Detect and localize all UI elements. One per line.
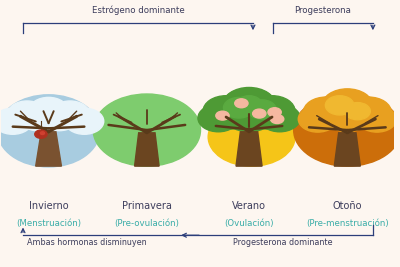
- Circle shape: [198, 104, 239, 132]
- Circle shape: [268, 108, 281, 117]
- Circle shape: [29, 97, 68, 123]
- Circle shape: [35, 130, 47, 138]
- Circle shape: [235, 99, 248, 108]
- Polygon shape: [334, 133, 360, 166]
- Text: Progesterona: Progesterona: [294, 6, 351, 15]
- Circle shape: [18, 105, 57, 131]
- Circle shape: [327, 104, 368, 132]
- Circle shape: [51, 101, 90, 127]
- Ellipse shape: [0, 95, 100, 167]
- Circle shape: [236, 93, 282, 124]
- Circle shape: [345, 103, 370, 120]
- Circle shape: [323, 96, 372, 129]
- Text: Ambas hormonas disminuyen: Ambas hormonas disminuyen: [27, 238, 146, 247]
- Circle shape: [259, 104, 300, 132]
- Circle shape: [216, 93, 262, 124]
- Circle shape: [210, 100, 253, 129]
- Circle shape: [248, 100, 276, 119]
- Circle shape: [337, 96, 378, 123]
- Circle shape: [203, 96, 249, 127]
- Polygon shape: [134, 133, 159, 166]
- Circle shape: [346, 97, 391, 127]
- Circle shape: [317, 96, 358, 123]
- Text: Verano: Verano: [232, 201, 266, 211]
- Circle shape: [65, 108, 104, 134]
- Text: Progesterona dominante: Progesterona dominante: [233, 238, 333, 247]
- Circle shape: [298, 106, 337, 132]
- Circle shape: [235, 89, 274, 116]
- Circle shape: [249, 96, 295, 127]
- Circle shape: [0, 108, 32, 134]
- Circle shape: [224, 89, 263, 116]
- Circle shape: [358, 106, 396, 132]
- Text: Primavera: Primavera: [122, 201, 172, 211]
- Circle shape: [222, 88, 276, 123]
- Circle shape: [224, 97, 254, 118]
- Text: (Pre-ovulación): (Pre-ovulación): [114, 219, 179, 228]
- Text: (Ovulación): (Ovulación): [224, 219, 274, 228]
- Circle shape: [40, 132, 44, 135]
- Circle shape: [322, 89, 373, 123]
- Circle shape: [224, 97, 275, 132]
- Text: Invierno: Invierno: [29, 201, 68, 211]
- Polygon shape: [36, 132, 62, 166]
- Circle shape: [93, 94, 200, 166]
- Text: (Pre-menstruación): (Pre-menstruación): [306, 219, 389, 228]
- Circle shape: [325, 96, 354, 115]
- Circle shape: [246, 100, 288, 129]
- Circle shape: [216, 111, 229, 120]
- Circle shape: [208, 108, 295, 166]
- Text: Otoño: Otoño: [332, 201, 362, 211]
- Circle shape: [40, 105, 79, 131]
- Circle shape: [253, 109, 266, 118]
- Text: (Menstruación): (Menstruación): [16, 219, 81, 228]
- Circle shape: [303, 97, 348, 127]
- Text: Estrógeno dominante: Estrógeno dominante: [92, 5, 184, 15]
- Circle shape: [294, 94, 400, 166]
- Circle shape: [8, 101, 46, 127]
- Circle shape: [270, 115, 284, 124]
- Circle shape: [236, 96, 262, 113]
- Polygon shape: [236, 132, 262, 166]
